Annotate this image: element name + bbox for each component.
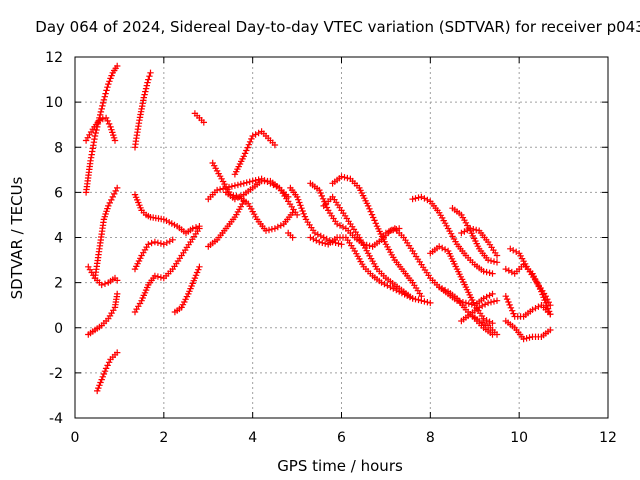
series-track-21 xyxy=(307,234,434,307)
x-tick-label: 10 xyxy=(510,430,528,446)
series-track-9 xyxy=(131,236,176,273)
y-tick-label: 4 xyxy=(54,231,63,247)
x-tick-label: 0 xyxy=(71,430,80,446)
series-track-31 xyxy=(467,311,501,338)
series-track-8 xyxy=(131,191,203,237)
series-track-11 xyxy=(171,263,203,316)
series-track-4 xyxy=(85,290,121,338)
series-track-6 xyxy=(94,349,121,395)
series-track-13 xyxy=(205,198,247,250)
series-track-12 xyxy=(191,110,207,126)
y-axis-label: SDTVAR / TECUs xyxy=(8,176,26,299)
series-track-15 xyxy=(231,128,279,178)
series-track-35 xyxy=(502,317,554,343)
series-track-19 xyxy=(285,229,296,241)
x-axis-label: GPS time / hours xyxy=(277,457,403,475)
y-tick-label: -2 xyxy=(49,366,63,382)
series-track-33 xyxy=(502,261,554,318)
x-tick-label: 4 xyxy=(248,430,257,446)
series-layer xyxy=(82,62,554,395)
series-track-25 xyxy=(409,193,496,277)
series-track-27 xyxy=(427,243,496,327)
chart-title: Day 064 of 2024, Sidereal Day-to-day VTE… xyxy=(35,18,640,36)
series-track-23 xyxy=(320,193,416,302)
series-track-2 xyxy=(82,114,119,144)
x-tick-label: 8 xyxy=(426,430,435,446)
x-tick-label: 2 xyxy=(159,430,168,446)
y-tick-label: 8 xyxy=(54,140,63,156)
series-track-22 xyxy=(329,173,425,300)
series-track-26 xyxy=(449,205,501,266)
series-track-7 xyxy=(131,69,154,151)
y-tick-label: 10 xyxy=(45,95,63,111)
x-tick-label: 6 xyxy=(337,430,346,446)
series-track-1 xyxy=(82,62,121,196)
series-track-17 xyxy=(222,177,301,219)
y-tick-label: -4 xyxy=(49,411,63,427)
series-track-30 xyxy=(458,297,501,325)
series-track-16 xyxy=(209,159,296,234)
x-tick-label: 12 xyxy=(599,430,617,446)
series-track-10 xyxy=(131,225,203,316)
y-tick-label: 12 xyxy=(45,50,63,66)
y-tick-label: 6 xyxy=(54,185,63,201)
y-tick-label: 2 xyxy=(54,276,63,292)
y-tick-label: 0 xyxy=(54,321,63,337)
series-track-5 xyxy=(91,184,121,282)
series-track-18 xyxy=(287,184,345,248)
series-track-34 xyxy=(502,293,554,320)
series-track-28 xyxy=(458,225,501,259)
tick-layer: 0 2 4 6 8 10 12 -4 -2 0 2 4 6 8 10 12 xyxy=(45,50,617,446)
